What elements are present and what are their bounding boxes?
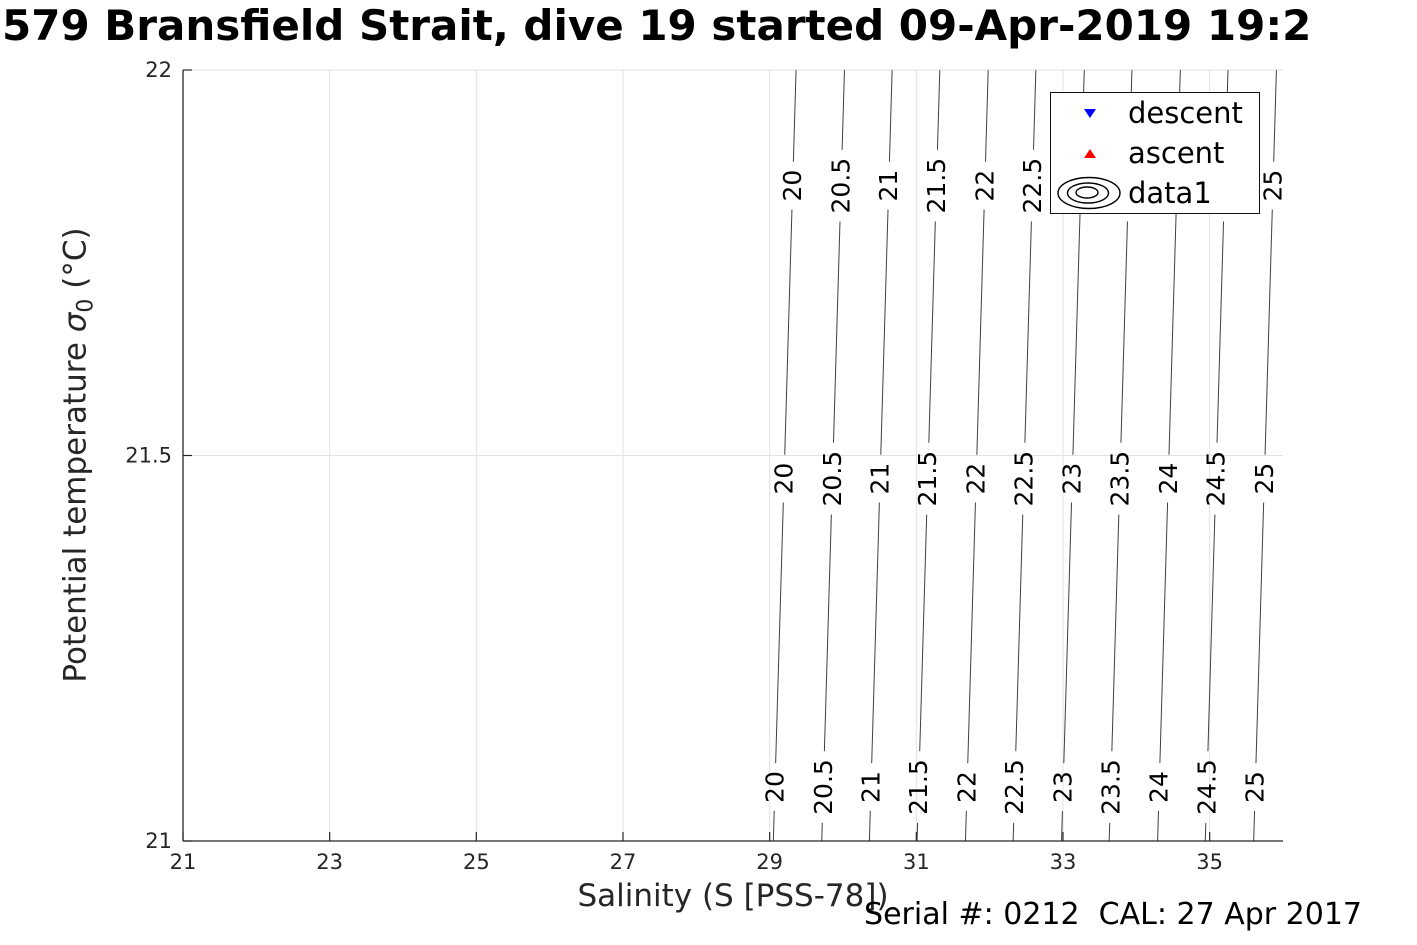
contour-label: 22.5 [1000,759,1029,815]
legend-label-data1: data1 [1128,176,1212,210]
contour-label: 20 [770,463,799,495]
contour-label: 21.5 [922,158,951,214]
x-tick-label: 33 [1050,850,1077,874]
y-tick-label: 21 [145,829,172,853]
contour-label: 20 [760,771,789,803]
x-tick-label: 23 [316,850,343,874]
legend-item-descent: descent [1051,93,1259,133]
contour-rings-icon [1056,176,1121,210]
x-tick-label: 25 [463,850,490,874]
x-tick-label: 35 [1196,850,1223,874]
y-tick-labels: 21 21.5 22 [125,58,172,853]
descent-triangle-down-icon [1083,108,1096,118]
serial-annotation: Serial #: 0212 CAL: 27 Apr 2017 [864,897,1362,932]
contour-label: 22 [953,771,982,803]
y-label-suffix: (°C) [57,227,94,299]
contour-label: 21 [874,170,903,202]
legend: descent ascent data1 [1050,92,1260,214]
legend-item-data1: data1 [1051,173,1259,213]
contour-label: 24.5 [1192,759,1221,815]
contour-label: 24 [1154,463,1183,495]
legend-marker-cell [1051,133,1128,173]
contour-label: 21 [856,771,885,803]
tick-marks [182,69,1211,842]
figure-title: 579 Bransfield Strait, dive 19 started 0… [2,1,1312,50]
x-tick-label: 27 [610,850,637,874]
contour-label: 23.5 [1096,759,1125,815]
x-tick-label: 21 [170,850,197,874]
contour-label: 22.5 [1009,451,1038,507]
legend-marker-cell [1051,173,1128,213]
contour-label: 22 [962,463,991,495]
x-axis-label: Salinity (S [PSS-78]) [577,878,889,914]
contour-label: 25 [1241,771,1270,803]
contour-label: 21.5 [913,451,942,507]
contour-label: 22 [970,170,999,202]
legend-marker-cell [1051,93,1128,133]
contour-label: 23 [1049,771,1078,803]
contour-label: 20.5 [809,759,838,815]
contour-label: 24.5 [1201,451,1230,507]
contour-label: 23 [1058,463,1087,495]
contour-label: 21 [866,463,895,495]
legend-label-ascent: ascent [1128,136,1225,170]
contour-label: 23.5 [1105,451,1134,507]
contour-label: 22.5 [1018,158,1047,214]
y-axis-label-text: Potential temperature σ0 (°C) [57,227,98,682]
contour-label: 20.5 [827,158,856,214]
x-tick-label: 31 [903,850,930,874]
contour-labels: 20 20 20 20.5 20.5 20.5 21 21 21 21.5 21.5 21.5 22 22… [760,158,1287,815]
legend-label-descent: descent [1128,96,1243,130]
contour-label: 20.5 [818,451,847,507]
sigma-subscript: 0 [73,298,99,313]
contour-label: 21.5 [904,759,933,815]
sigma-symbol: σ [57,312,94,333]
ascent-triangle-up-icon [1083,148,1096,158]
contour-label: 24 [1145,771,1174,803]
x-tick-label: 29 [756,850,783,874]
y-tick-label: 22 [145,58,172,82]
x-tick-labels: 21 23 25 27 29 31 33 35 [170,850,1223,874]
y-tick-label: 21.5 [125,444,172,468]
contour-label: 20 [778,170,807,202]
contour-label: 25 [1258,170,1287,202]
y-label-prefix: Potential temperature [57,332,94,683]
contour-label: 25 [1250,463,1279,495]
legend-item-ascent: ascent [1051,133,1259,173]
